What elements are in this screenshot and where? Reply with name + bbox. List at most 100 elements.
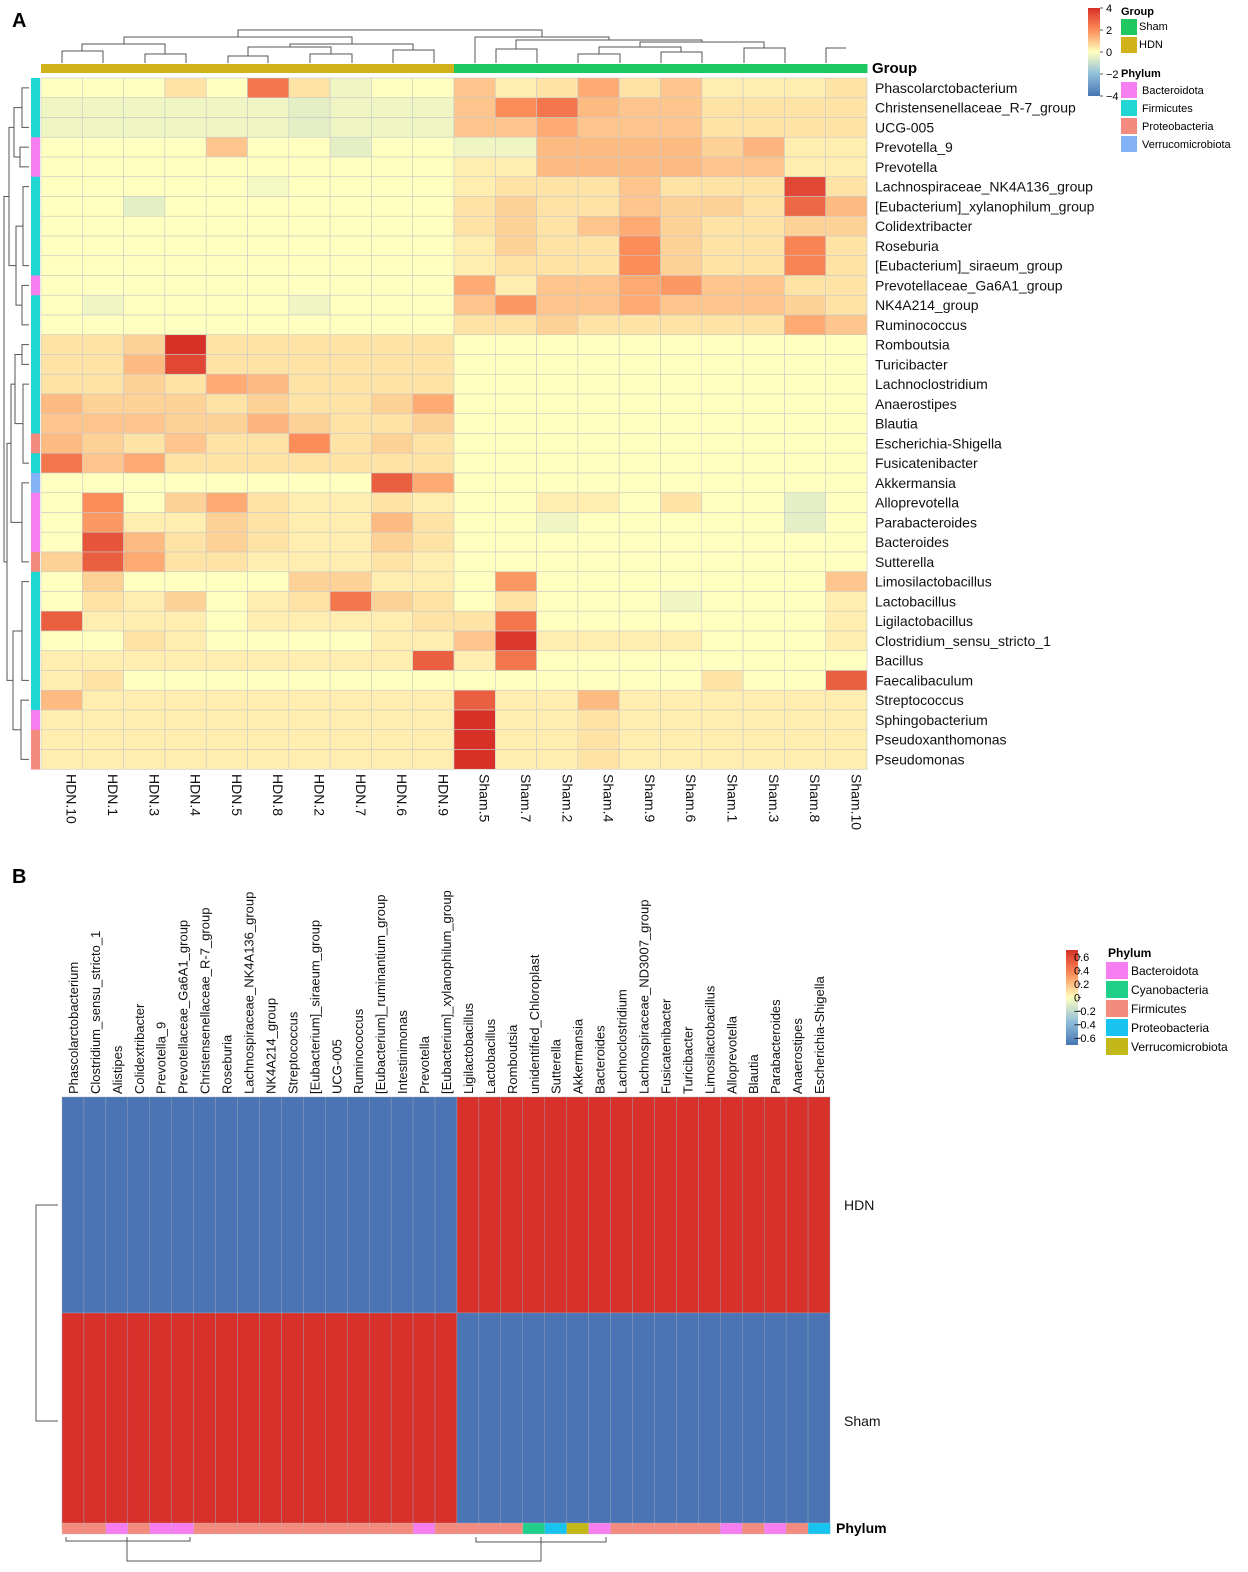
heatmap-cell xyxy=(329,749,372,770)
heatmap-cell xyxy=(536,314,579,336)
heatmap-cell xyxy=(577,630,620,652)
heatmap-cell xyxy=(329,650,372,671)
heatmap-cell xyxy=(536,452,579,474)
heatmap-cell xyxy=(205,630,248,652)
phylum-legend-label: Firmicutes xyxy=(1131,1002,1186,1016)
group-legend-swatch xyxy=(1121,37,1137,53)
group-annotation-cell xyxy=(743,64,785,73)
heatmap-cell xyxy=(123,729,166,750)
heatmap-cell xyxy=(536,492,579,513)
heatmap-cell xyxy=(784,235,827,257)
heatmap-cell xyxy=(329,314,372,336)
heatmap-cell xyxy=(618,610,661,632)
heatmap-cell xyxy=(784,215,827,237)
row-phylum-annotation xyxy=(31,157,40,178)
heatmap-cell xyxy=(784,373,827,395)
heatmap-cell xyxy=(40,433,83,454)
heatmap-cell xyxy=(494,531,537,553)
column-phylum-annotation xyxy=(215,1522,238,1535)
heatmap-cell xyxy=(205,729,248,750)
heatmap-cell xyxy=(164,393,207,415)
heatmap-cell xyxy=(610,1312,633,1530)
heatmap-cell xyxy=(577,235,620,257)
heatmap-cell xyxy=(536,275,579,296)
heatmap-cell xyxy=(329,413,372,434)
heatmap-cell xyxy=(544,1096,567,1314)
heatmap-cell xyxy=(701,77,744,99)
heatmap-cell xyxy=(494,413,537,434)
heatmap-cell xyxy=(784,334,827,355)
heatmap-cell xyxy=(536,255,579,276)
heatmap-cell xyxy=(784,709,827,731)
heatmap-cell xyxy=(618,393,661,415)
row-phylum-annotation xyxy=(31,374,40,395)
heatmap-cell xyxy=(434,1096,458,1314)
row-label: Sham xyxy=(844,1413,881,1429)
heatmap-cell xyxy=(82,512,124,533)
group-annotation-cell xyxy=(825,64,868,73)
heatmap-cell xyxy=(618,492,661,513)
heatmap-cell xyxy=(205,77,248,99)
heatmap-cell xyxy=(494,294,537,316)
group-annotation-cell xyxy=(619,64,661,73)
heatmap-cell xyxy=(205,334,248,355)
heatmap-cell xyxy=(577,452,620,474)
phylum-legend-swatch xyxy=(1106,1019,1128,1036)
heatmap-cell xyxy=(371,492,413,513)
heatmap-cell xyxy=(701,492,744,513)
heatmap-cell xyxy=(371,433,413,454)
heatmap-cell xyxy=(701,709,744,731)
heatmap-cell xyxy=(205,610,248,632)
group-annotation-cell xyxy=(206,64,248,73)
heatmap-cell xyxy=(205,196,248,217)
heatmap-cell xyxy=(123,749,166,770)
heatmap-cell xyxy=(288,77,331,99)
heatmap-cell xyxy=(742,373,785,395)
heatmap-cell xyxy=(701,749,744,770)
phylum-legend-label: Bacteroidota xyxy=(1142,85,1205,97)
heatmap-cell xyxy=(390,1096,414,1314)
heatmap-cell xyxy=(660,235,703,257)
heatmap-cell xyxy=(660,393,703,415)
heatmap-cell xyxy=(371,749,413,770)
heatmap-cell xyxy=(205,314,248,336)
heatmap-cell xyxy=(412,373,455,395)
heatmap-cell xyxy=(660,255,703,276)
heatmap-cell xyxy=(171,1096,194,1314)
heatmap-cell xyxy=(660,512,703,533)
heatmap-cell xyxy=(412,670,455,691)
heatmap-cell xyxy=(494,591,537,612)
heatmap-cell xyxy=(82,689,124,711)
heatmap-cell xyxy=(453,156,496,178)
heatmap-cell xyxy=(494,630,537,652)
heatmap-cell xyxy=(123,571,166,592)
heatmap-cell xyxy=(701,650,744,671)
heatmap-cell xyxy=(654,1312,677,1530)
heatmap-cell xyxy=(82,294,124,316)
heatmap-cell xyxy=(453,354,496,375)
heatmap-cell xyxy=(82,136,124,158)
column-label: HDN.9 xyxy=(435,774,451,816)
heatmap-cell xyxy=(40,97,83,118)
heatmap-cell xyxy=(701,689,744,711)
row-dendrogram-branch-11 xyxy=(10,383,22,523)
heatmap-cell xyxy=(577,472,620,494)
heatmap-cell xyxy=(494,176,537,197)
heatmap-cell xyxy=(247,729,290,750)
heatmap-cell xyxy=(205,136,248,158)
column-dendrogram-branch-12 xyxy=(598,46,682,54)
heatmap-cell xyxy=(412,196,455,217)
row-phylum-annotation xyxy=(31,137,40,158)
heatmap-cell xyxy=(371,176,413,197)
row-dendrogram-branch-10 xyxy=(21,482,29,563)
heatmap-cell xyxy=(288,334,331,355)
heatmap-cell xyxy=(742,255,785,276)
column-label: Alloprevotella xyxy=(724,1015,739,1094)
heatmap-cell xyxy=(536,729,579,750)
heatmap-cell xyxy=(825,334,868,355)
heatmap-cell xyxy=(453,136,496,158)
phylum-legend-swatch xyxy=(1106,981,1128,998)
heatmap-cell xyxy=(247,136,290,158)
phylum-legend-label: Verrucomicrobiota xyxy=(1142,139,1232,151)
heatmap-cell xyxy=(494,314,537,336)
